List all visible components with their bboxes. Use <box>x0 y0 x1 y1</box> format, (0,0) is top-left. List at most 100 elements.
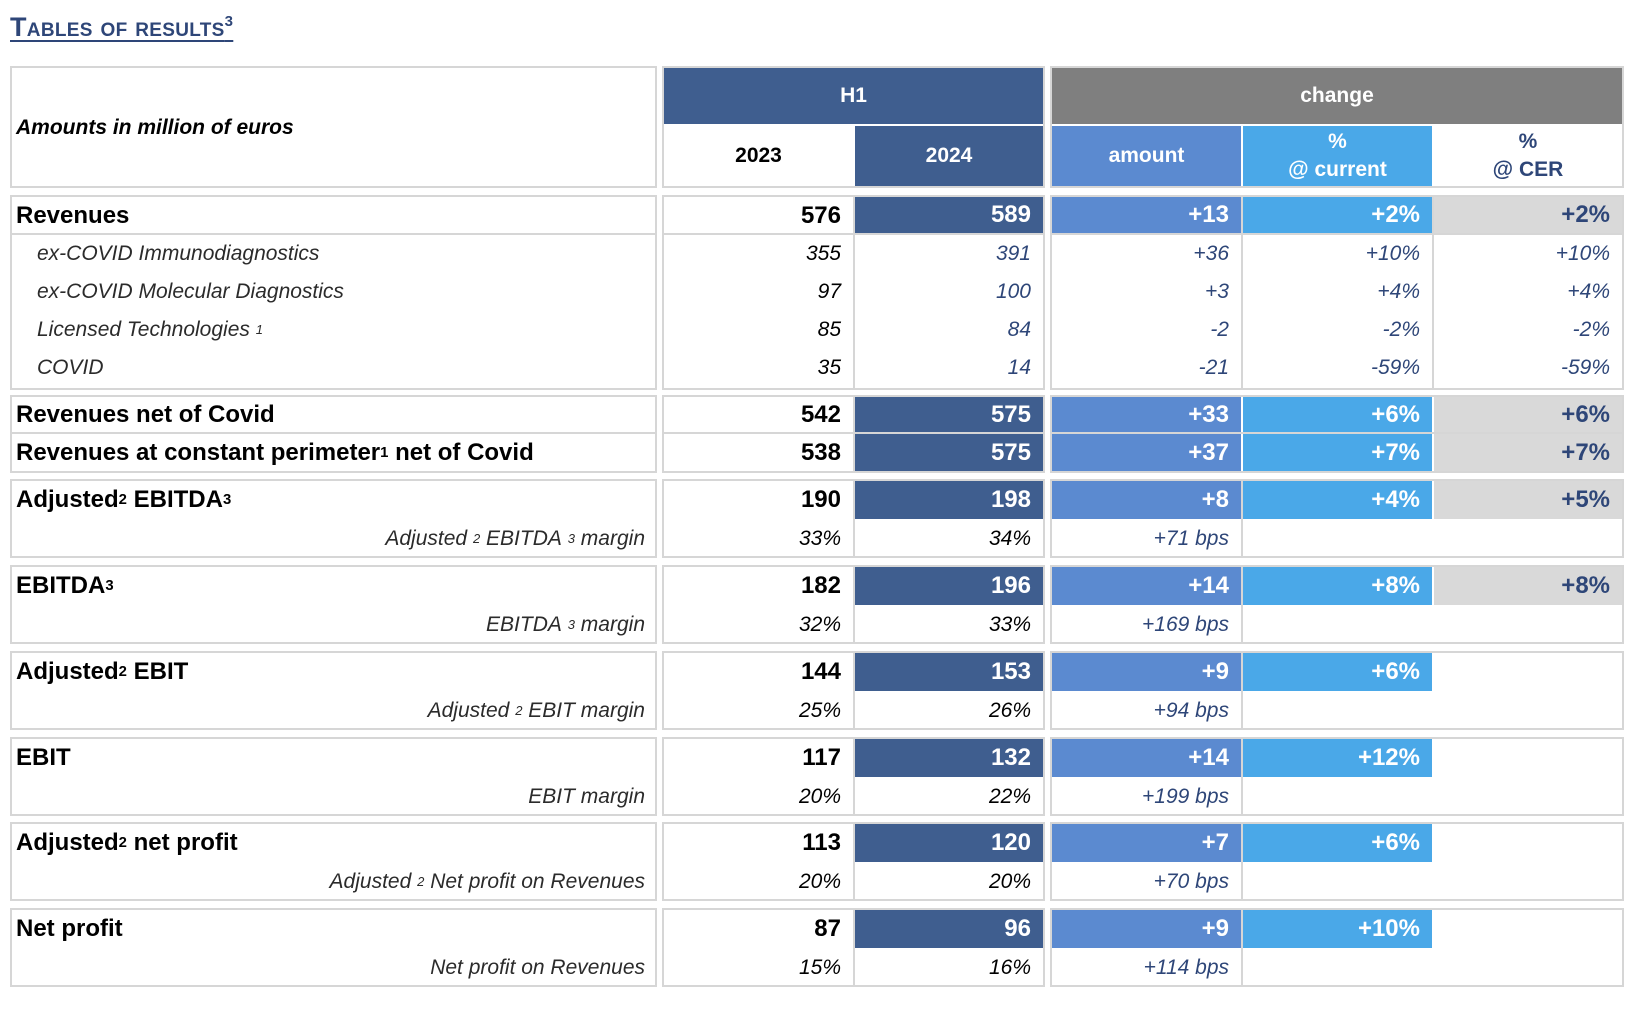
group-ebit-change-box <box>1050 737 1624 816</box>
change-amount: +36 <box>1193 242 1229 265</box>
row-label-ebitda-margin: EBITDA 3 margin <box>486 613 645 636</box>
value-2023: 576 <box>800 202 841 229</box>
change-pct-cer: +10% <box>1555 242 1610 265</box>
change-pct-current: +4% <box>1377 280 1420 303</box>
row-label-ebitda: EBITDA 3 <box>16 572 114 599</box>
group-adj-ebit-label-box <box>10 651 657 730</box>
group-adj-ebit-change-box <box>1050 651 1624 730</box>
value-2023: 35 <box>817 356 841 379</box>
header-label-box <box>10 66 657 188</box>
change-pct-current: +6% <box>1243 653 1432 691</box>
margin-change: +71 bps <box>1153 527 1229 550</box>
value-2024: 575 <box>855 397 1043 432</box>
change-pct-current: +2% <box>1243 197 1432 233</box>
margin-2024: 34% <box>988 527 1031 550</box>
value-2023: 117 <box>802 744 841 771</box>
margin-change: +169 bps <box>1142 613 1229 636</box>
change-pct-cer: +5% <box>1434 481 1622 519</box>
group-net-covid-label-box <box>10 395 657 473</box>
change-pct-current: +8% <box>1243 567 1432 605</box>
h1-header: H1 <box>664 68 1043 124</box>
row-label-adjusted-ebitda: Adjusted 2 EBITDA 3 <box>16 486 232 513</box>
row-label-adjusted-ebit-margin: Adjusted 2 EBIT margin <box>427 699 645 722</box>
row-label-net-profit-on-revenues: Net profit on Revenues <box>430 956 645 979</box>
row-label-revenues: Revenues <box>16 202 130 229</box>
value-2024: 153 <box>855 653 1043 691</box>
value-2023: 182 <box>800 572 841 599</box>
value-2024: 589 <box>855 197 1043 233</box>
change-amount: -21 <box>1198 356 1229 379</box>
value-2024: 84 <box>1007 318 1031 341</box>
row-label-covid: COVID <box>37 356 104 379</box>
change-amount: +9 <box>1052 653 1241 691</box>
row-label-net-profit: Net profit <box>16 915 123 942</box>
row-label-ebit-margin: EBIT margin <box>528 785 645 808</box>
margin-2023: 33% <box>798 527 841 550</box>
group-adj-np-label-box <box>10 822 657 901</box>
margin-2023: 20% <box>798 870 841 893</box>
change-amount: +3 <box>1205 280 1229 303</box>
value-2023: 355 <box>805 242 841 265</box>
margin-change: +199 bps <box>1142 785 1229 808</box>
group-np-label-box <box>10 908 657 987</box>
value-2024: 96 <box>855 910 1043 948</box>
group-adj-np-change-box <box>1050 822 1624 901</box>
value-2024: 196 <box>855 567 1043 605</box>
value-2023: 113 <box>802 829 841 856</box>
change-pct-cer: +7% <box>1434 434 1622 471</box>
row-label-adjusted-ebit: Adjusted 2 EBIT <box>16 658 189 685</box>
margin-2024: 16% <box>988 956 1031 979</box>
col-2023-header: 2023 <box>735 144 782 167</box>
change-amount: +33 <box>1052 397 1241 432</box>
col-amount-header: amount <box>1052 126 1241 186</box>
col-pct-current-header: % @ current <box>1243 126 1432 186</box>
group-net-covid-change-box <box>1050 395 1624 473</box>
value-2023: 97 <box>817 280 841 303</box>
change-amount: +37 <box>1052 434 1241 471</box>
group-ebitda-change-box <box>1050 565 1624 644</box>
change-amount: +9 <box>1052 910 1241 948</box>
margin-2024: 20% <box>988 870 1031 893</box>
col-pct-cer-header: % @ CER <box>1492 130 1564 181</box>
header-h1-box <box>662 66 1045 188</box>
page-title: Tables of results3 <box>10 12 234 42</box>
change-pct-cer: -2% <box>1572 318 1610 341</box>
change-pct-current: +12% <box>1243 739 1432 777</box>
margin-change: +94 bps <box>1153 699 1229 722</box>
value-2024: 198 <box>855 481 1043 519</box>
margin-2023: 20% <box>798 785 841 808</box>
margin-change: +70 bps <box>1153 870 1229 893</box>
value-2023: 144 <box>800 658 841 685</box>
row-label-ebit: EBIT <box>16 744 71 771</box>
change-pct-current: +7% <box>1243 434 1432 471</box>
change-pct-current: -59% <box>1370 356 1420 379</box>
margin-2023: 15% <box>798 956 841 979</box>
change-pct-cer: +2% <box>1434 197 1622 233</box>
value-2024: 391 <box>995 242 1031 265</box>
margin-2024: 22% <box>988 785 1031 808</box>
value-2024: 14 <box>1007 356 1031 379</box>
row-label-immunodiagnostics: ex-COVID Immunodiagnostics <box>37 242 320 265</box>
group-ebitda-label-box <box>10 565 657 644</box>
row-label-adjusted-net-profit-on-revenues: Adjusted 2 Net profit on Revenues <box>329 870 645 893</box>
change-amount: +8 <box>1052 481 1241 519</box>
row-label-adjusted-net-profit: Adjusted 2 net profit <box>16 829 238 856</box>
group-revenues-change-box <box>1050 195 1624 390</box>
change-amount: +14 <box>1052 567 1241 605</box>
value-2023: 190 <box>800 486 841 513</box>
value-2023: 538 <box>800 438 841 466</box>
group-np-change-box <box>1050 908 1624 987</box>
col-2024-header: 2024 <box>855 126 1043 186</box>
value-2024: 100 <box>995 280 1031 303</box>
row-label-molecular-diagnostics: ex-COVID Molecular Diagnostics <box>37 280 344 303</box>
change-amount: +13 <box>1052 197 1241 233</box>
change-pct-current: +6% <box>1243 397 1432 432</box>
group-adj-ebitda-change-box <box>1050 479 1624 558</box>
value-2024: 120 <box>855 824 1043 862</box>
change-pct-current: +10% <box>1365 242 1420 265</box>
margin-2023: 32% <box>798 613 841 636</box>
value-2023: 87 <box>814 915 841 942</box>
change-amount: +7 <box>1052 824 1241 862</box>
change-amount: -2 <box>1210 318 1229 341</box>
margin-2024: 26% <box>988 699 1031 722</box>
